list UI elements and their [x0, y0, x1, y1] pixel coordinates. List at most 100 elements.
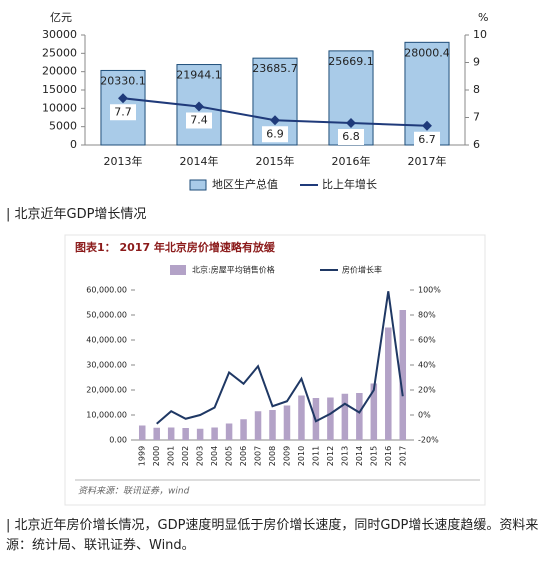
legend-label: 北京:房屋平均销售价格	[192, 265, 275, 275]
y-tick-label: 40,000.00	[86, 336, 127, 345]
y-axis-label: 亿元	[50, 11, 72, 24]
source-note: 资料来源：联讯证券，wind	[78, 486, 190, 497]
caption: | 北京近年房价增长情况，GDP速度明显低于房价增长速度，同时GDP增长速度趋缓…	[6, 518, 539, 553]
x-tick-label: 2012	[326, 446, 335, 466]
x-tick-label: 2017	[398, 446, 407, 466]
bar	[240, 419, 247, 440]
x-tick-label: 2007	[254, 446, 263, 466]
chart-frame	[64, 234, 486, 506]
x-tick-label: 2010	[297, 446, 306, 466]
y-tick-label: 5000	[49, 120, 77, 133]
line-marker	[118, 93, 128, 104]
line	[156, 291, 404, 425]
x-tick-label: 2001	[167, 446, 176, 466]
x-tick-label: 2009	[282, 446, 291, 466]
legend-swatch	[189, 179, 207, 191]
y2-tick-label: 10	[473, 28, 487, 41]
x-tick-label: 2015	[369, 446, 378, 466]
value-label: 20330.1	[100, 74, 146, 87]
bar	[196, 428, 204, 440]
legend-swatch	[170, 265, 186, 275]
legend-label: 比上年增长	[322, 177, 377, 191]
bar	[225, 423, 233, 440]
y2-tick-label: 9	[473, 56, 480, 69]
x-tick-label: 2005	[225, 446, 234, 466]
x-tick-label: 2006	[239, 446, 248, 466]
y-tick-label: 20000	[42, 65, 77, 78]
y-tick-label: 10,000.00	[86, 411, 127, 420]
value-label: 7.7	[114, 105, 132, 118]
x-tick-label: 2014年	[180, 154, 219, 168]
y2-tick-label: 40%	[418, 361, 436, 370]
y2-tick-label: 8	[473, 83, 480, 96]
y2-tick-label: 0%	[418, 411, 431, 420]
chart-title: 图表1： 2017 年北京房价增速略有放缓	[75, 240, 276, 254]
bar	[385, 327, 392, 440]
y-tick-label: 25000	[42, 46, 77, 59]
y2-axis-label: %	[478, 11, 488, 24]
value-label-box	[110, 104, 136, 121]
bar	[269, 410, 276, 440]
bar	[138, 425, 146, 440]
value-label-box	[262, 126, 288, 143]
caption: | 北京近年GDP增长情况	[6, 207, 147, 222]
y2-tick-label: 7	[473, 111, 480, 124]
x-tick-label: 2016年	[332, 154, 371, 168]
bar	[298, 395, 305, 440]
x-tick-label: 2011	[311, 446, 320, 466]
y2-tick-label: 20%	[418, 386, 436, 395]
y-tick-label: 15000	[42, 83, 77, 96]
x-tick-label: 2004	[210, 446, 219, 466]
x-tick-label: 2002	[181, 446, 190, 466]
y2-tick-label: 100%	[418, 286, 441, 295]
x-tick-label: 2013年	[104, 154, 143, 168]
bar	[283, 405, 291, 440]
bar	[211, 427, 218, 440]
y-tick-label: 30000	[42, 28, 77, 41]
value-label: 6.7	[418, 133, 436, 146]
bar	[167, 427, 175, 440]
value-label: 23685.7	[252, 62, 298, 75]
value-label-box	[338, 129, 364, 145]
bar	[370, 383, 378, 440]
bar	[254, 411, 262, 440]
bar	[356, 393, 363, 440]
x-tick-label: 2003	[196, 446, 205, 466]
value-label-box	[186, 112, 212, 129]
y-tick-label: 0.00	[109, 436, 127, 445]
legend-label: 地区生产总值	[212, 177, 278, 191]
x-tick-label: 2013	[340, 446, 349, 466]
line-marker	[194, 101, 204, 112]
y-tick-label: 60,000.00	[86, 286, 127, 295]
value-label: 25669.1	[328, 55, 374, 68]
x-tick-label: 2017年	[408, 154, 447, 168]
legend-label: 房价增长率	[342, 265, 382, 275]
y2-tick-label: 80%	[418, 311, 436, 320]
value-label: 6.8	[342, 130, 360, 143]
y-tick-label: 50,000.00	[86, 311, 127, 320]
x-tick-label: 2015年	[256, 154, 295, 168]
y2-tick-label: -20%	[418, 436, 439, 445]
x-tick-label: 2016	[384, 446, 393, 466]
x-tick-label: 2014	[355, 446, 364, 466]
y2-tick-label: 60%	[418, 336, 436, 345]
bar	[327, 397, 334, 440]
value-label-box	[414, 131, 440, 148]
x-tick-label: 1999	[138, 446, 147, 466]
y2-tick-label: 6	[473, 138, 480, 151]
value-label: 28000.4	[404, 46, 450, 59]
value-label: 21944.1	[176, 69, 222, 82]
value-label: 7.4	[190, 114, 208, 127]
y-tick-label: 20,000.00	[86, 386, 127, 395]
bar	[399, 310, 407, 440]
x-tick-label: 2008	[268, 446, 277, 466]
y-tick-label: 10000	[42, 101, 77, 114]
bar	[182, 428, 189, 440]
value-label: 6.9	[266, 127, 284, 140]
y-tick-label: 30,000.00	[86, 361, 127, 370]
x-tick-label: 2000	[152, 446, 161, 466]
y-tick-label: 0	[70, 138, 77, 151]
bar	[341, 393, 349, 440]
